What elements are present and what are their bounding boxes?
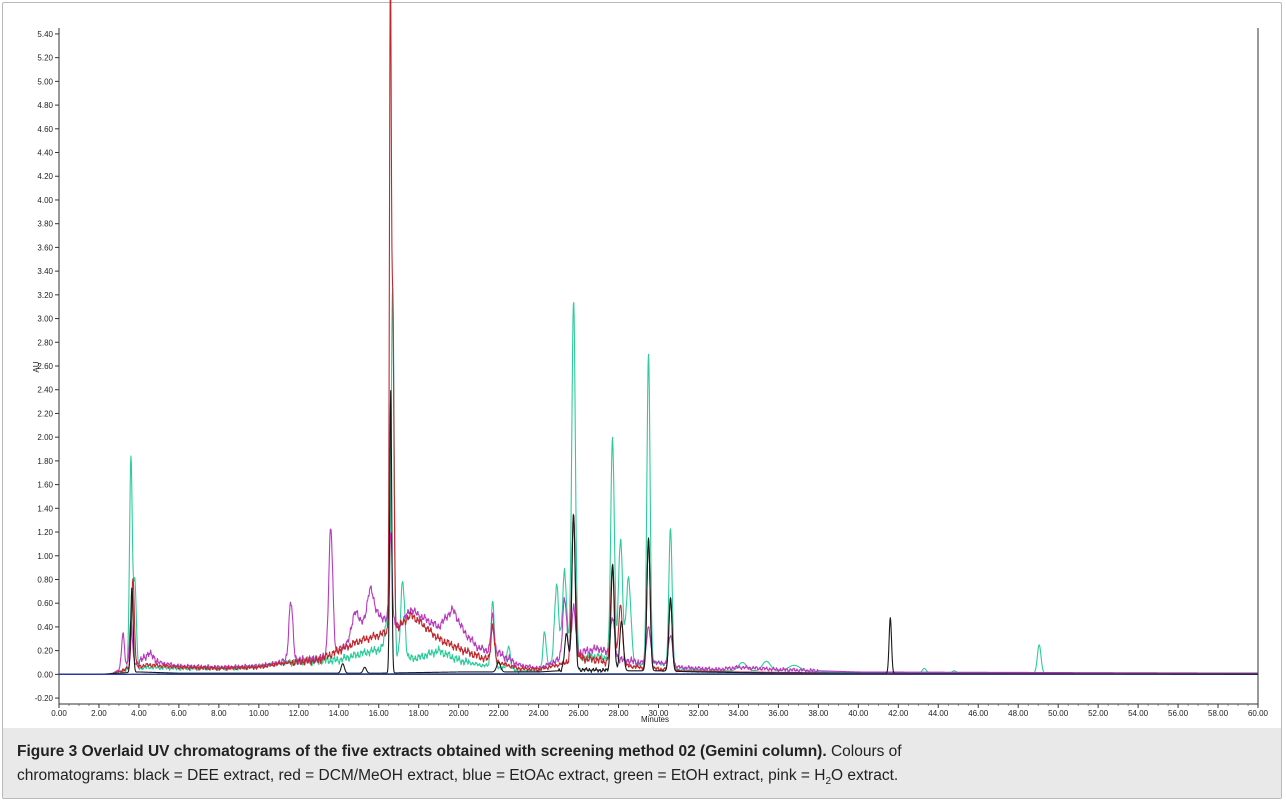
series-line [58, 673, 1259, 675]
y-tick-label: 2.60 [37, 362, 53, 371]
y-tick-label: 5.40 [37, 30, 53, 39]
y-tick-label: 2.20 [37, 409, 53, 418]
x-tick-label: 4.00 [131, 709, 147, 718]
y-tick-label: 1.20 [37, 528, 53, 537]
y-tick-label: 0.20 [37, 647, 53, 656]
x-tick-label: 6.00 [171, 709, 187, 718]
x-tick-label: 14.00 [329, 709, 350, 718]
chart-ticks: 0.00 2.00 4.00 6.00 8.00 10.00 12.00 14.00 16.00… [35, 30, 1269, 718]
x-tick-label: 30.00 [648, 709, 669, 718]
y-tick-label: 3.00 [37, 315, 53, 324]
x-tick-label: 32.00 [688, 709, 709, 718]
x-tick-label: 8.00 [211, 709, 227, 718]
y-tick-label: 4.60 [37, 125, 53, 134]
x-tick-label: 18.00 [409, 709, 430, 718]
y-tick-label: 4.40 [37, 149, 53, 158]
series-line [58, 390, 1259, 675]
x-tick-label: 2.00 [91, 709, 107, 718]
chromatogram-chart: 0.00 2.00 4.00 6.00 8.00 10.00 12.00 14.00 16.00… [32, 0, 1269, 724]
x-tick-label: 0.00 [51, 709, 67, 718]
y-axis-label: AU [32, 361, 41, 372]
y-tick-label: 1.40 [37, 504, 53, 513]
y-tick-label: 5.00 [37, 77, 53, 86]
y-tick-label: 1.80 [37, 457, 53, 466]
caption-label: Figure 3 [17, 743, 78, 760]
x-tick-label: 42.00 [888, 709, 909, 718]
y-tick-label: 3.80 [37, 220, 53, 229]
x-tick-label: 38.00 [808, 709, 829, 718]
y-tick-label: 2.80 [37, 338, 53, 347]
chart-axes [58, 28, 1259, 705]
x-tick-label: 60.00 [1248, 709, 1269, 718]
y-tick-label: 0.00 [37, 670, 53, 679]
y-tick-label: 3.20 [37, 291, 53, 300]
y-tick-label: 1.60 [37, 481, 53, 490]
x-tick-label: 52.00 [1088, 709, 1109, 718]
y-tick-label: 4.20 [37, 172, 53, 181]
x-tick-label: 20.00 [449, 709, 470, 718]
y-tick-label: 2.40 [37, 386, 53, 395]
y-tick-label: 1.00 [37, 552, 53, 561]
x-tick-label: 28.00 [609, 709, 630, 718]
x-tick-label: 58.00 [1208, 709, 1229, 718]
series-line [58, 288, 1259, 675]
x-tick-label: 24.00 [529, 709, 550, 718]
caption-subscript: 2 [825, 776, 832, 788]
x-tick-label: 40.00 [848, 709, 869, 718]
x-tick-label: 50.00 [1048, 709, 1069, 718]
y-tick-label: 2.00 [37, 433, 53, 442]
y-tick-label: 3.60 [37, 243, 53, 252]
figure-caption: Figure 3 Overlaid UV chromatograms of th… [3, 728, 1281, 798]
x-tick-label: 54.00 [1128, 709, 1149, 718]
y-tick-label: 4.00 [37, 196, 53, 205]
series-line [58, 0, 1259, 675]
x-tick-label: 46.00 [968, 709, 989, 718]
caption-title: Overlaid UV chromatograms of the five ex… [81, 743, 827, 760]
x-tick-label: 48.00 [1008, 709, 1029, 718]
chart-series-layer [58, 0, 1259, 675]
x-tick-label: 12.00 [289, 709, 310, 718]
y-tick-label: 5.20 [37, 54, 53, 63]
y-tick-label: -0.20 [35, 694, 54, 703]
x-tick-label: 34.00 [728, 709, 749, 718]
y-tick-label: 0.40 [37, 623, 53, 632]
series-line [58, 528, 1259, 675]
x-tick-label: 26.00 [569, 709, 590, 718]
x-axis-label: Minutes [641, 715, 669, 724]
y-tick-label: 3.40 [37, 267, 53, 276]
y-tick-label: 4.80 [37, 101, 53, 110]
x-tick-label: 16.00 [369, 709, 390, 718]
x-tick-label: 56.00 [1168, 709, 1189, 718]
caption-text-1: Colours of [830, 743, 902, 760]
y-tick-label: 0.80 [37, 575, 53, 584]
caption-text-3: O extract. [831, 767, 899, 784]
x-tick-label: 10.00 [249, 709, 270, 718]
x-tick-label: 36.00 [768, 709, 789, 718]
y-tick-label: 0.60 [37, 599, 53, 608]
x-tick-label: 22.00 [489, 709, 510, 718]
caption-text-2: chromatograms: black = DEE extract, red … [17, 767, 826, 784]
x-tick-label: 44.00 [928, 709, 949, 718]
